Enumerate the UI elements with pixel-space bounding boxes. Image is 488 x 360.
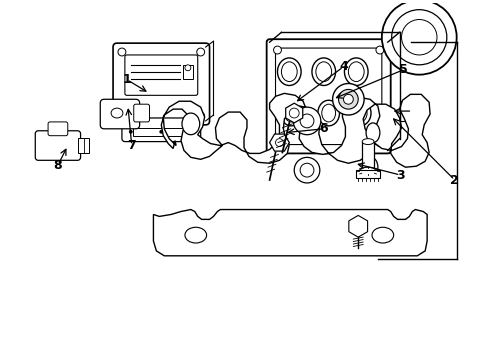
Bar (399, 101, 410, 121)
Ellipse shape (182, 113, 199, 135)
Circle shape (332, 84, 364, 115)
Polygon shape (153, 210, 426, 256)
Polygon shape (269, 134, 289, 151)
FancyBboxPatch shape (124, 55, 197, 95)
Bar (132, 128, 189, 136)
Circle shape (343, 94, 352, 104)
Text: 7: 7 (127, 139, 136, 152)
Ellipse shape (366, 123, 379, 143)
Ellipse shape (280, 100, 302, 126)
Circle shape (118, 48, 125, 56)
Circle shape (401, 107, 408, 115)
Polygon shape (348, 215, 367, 237)
Ellipse shape (321, 104, 335, 122)
Ellipse shape (347, 62, 364, 82)
FancyBboxPatch shape (48, 122, 68, 136)
Text: 1: 1 (122, 73, 131, 86)
Circle shape (196, 112, 204, 120)
Ellipse shape (311, 58, 335, 85)
Text: 5: 5 (398, 63, 407, 76)
Circle shape (300, 163, 313, 177)
Polygon shape (285, 103, 302, 123)
Ellipse shape (364, 157, 377, 177)
Circle shape (160, 130, 163, 133)
Polygon shape (161, 93, 429, 167)
Bar (183, 65, 192, 78)
Circle shape (184, 65, 190, 71)
Ellipse shape (371, 227, 393, 243)
FancyBboxPatch shape (122, 118, 200, 141)
Circle shape (129, 130, 132, 133)
Circle shape (190, 130, 193, 133)
Ellipse shape (362, 139, 373, 145)
Ellipse shape (317, 100, 339, 126)
Text: 4: 4 (338, 60, 347, 73)
Circle shape (391, 10, 446, 65)
Ellipse shape (359, 167, 376, 175)
FancyBboxPatch shape (100, 99, 140, 129)
Text: 6: 6 (319, 122, 327, 135)
Ellipse shape (281, 62, 297, 82)
Circle shape (300, 114, 313, 128)
Circle shape (294, 157, 319, 183)
Ellipse shape (344, 58, 367, 85)
FancyBboxPatch shape (266, 39, 390, 153)
Circle shape (338, 89, 358, 109)
Ellipse shape (348, 100, 370, 126)
Circle shape (381, 0, 456, 75)
Circle shape (375, 139, 383, 147)
Circle shape (273, 46, 281, 54)
Ellipse shape (315, 62, 331, 82)
Text: 3: 3 (395, 168, 404, 181)
Ellipse shape (284, 104, 298, 122)
Ellipse shape (111, 108, 122, 118)
FancyBboxPatch shape (35, 131, 81, 160)
FancyBboxPatch shape (275, 48, 381, 145)
Circle shape (118, 112, 125, 120)
Circle shape (275, 139, 283, 147)
FancyBboxPatch shape (113, 43, 209, 125)
Circle shape (375, 46, 383, 54)
Ellipse shape (277, 58, 301, 85)
Text: 2: 2 (449, 174, 458, 186)
Text: 8: 8 (54, 159, 62, 172)
Circle shape (196, 48, 204, 56)
Ellipse shape (352, 104, 366, 122)
Circle shape (293, 107, 320, 135)
Bar (356, 170, 379, 178)
Circle shape (401, 19, 436, 55)
Circle shape (273, 139, 281, 147)
Bar (78, 138, 89, 153)
FancyBboxPatch shape (133, 104, 149, 122)
Ellipse shape (184, 227, 206, 243)
Bar (362, 141, 373, 171)
Circle shape (289, 108, 299, 118)
